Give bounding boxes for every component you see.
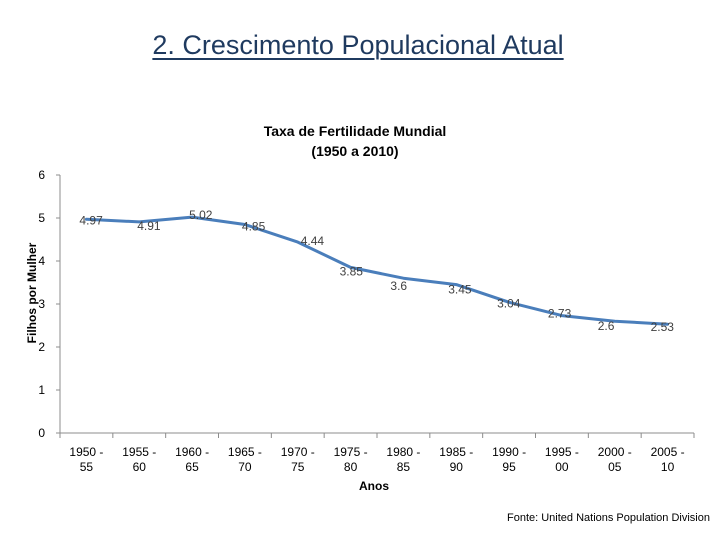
data-label: 3.85: [340, 264, 364, 278]
data-label: 3.6: [390, 279, 407, 293]
data-label: 4.97: [79, 213, 103, 227]
x-tick-label: 1985 -90: [439, 445, 473, 474]
x-tick-label: 1975 -80: [334, 445, 368, 474]
data-labels: 4.97 4.91 5.02 4.85 4.44 3.85 3.6 3.45 3.04 2.73 2…: [79, 208, 674, 334]
data-label: 3.45: [448, 283, 472, 297]
x-tick-label: 2005 -10: [651, 445, 685, 474]
chart-title: Taxa de Fertilidade Mundial (1950 a 2010…: [200, 121, 510, 161]
x-tick-label: 1965 -70: [228, 445, 262, 474]
x-axis-label: Anos: [359, 479, 389, 493]
data-label: 4.44: [301, 234, 325, 248]
y-tick-label: 3: [38, 297, 45, 311]
y-tick-label: 2: [38, 340, 45, 354]
source-note: Fonte: United Nations Population Divisio…: [506, 512, 710, 524]
x-tick-label: 1990 -95: [492, 445, 526, 474]
chart-title-line-2: (1950 a 2010): [311, 143, 399, 159]
y-tick-label: 1: [38, 383, 45, 397]
data-label: 5.02: [189, 208, 213, 222]
x-tick-label: 1970 -75: [281, 445, 315, 474]
data-label: 4.91: [137, 219, 161, 233]
x-tick-label: 1960 -65: [175, 445, 209, 474]
data-label: 2.53: [651, 320, 675, 334]
x-tick-label: 1955 -60: [122, 445, 156, 474]
chart-title-line-1: Taxa de Fertilidade Mundial: [263, 123, 447, 139]
x-tick-label: 1995 -00: [545, 445, 579, 474]
data-label: 3.04: [497, 296, 521, 310]
y-tick-label: 0: [38, 426, 45, 440]
data-label: 4.85: [242, 219, 266, 233]
data-label: 2.73: [548, 307, 572, 321]
x-axis-ticks: 1950 -55 1955 -60 1960 -65 1965 -70 1970 -75…: [59, 433, 695, 474]
x-tick-label: 2000 -05: [598, 445, 632, 474]
series-line: [84, 215, 670, 326]
x-tick-label: 1980 -85: [386, 445, 420, 474]
data-label: 2.6: [598, 319, 615, 333]
x-tick-label: 1950 -55: [69, 445, 103, 474]
slide-title: 2. Crescimento Populacional Atual: [152, 30, 564, 60]
y-axis-label: Filhos por Mulher: [25, 242, 39, 343]
y-tick-label: 4: [38, 254, 45, 268]
y-tick-label: 6: [38, 168, 45, 182]
y-tick-label: 5: [38, 211, 45, 225]
y-axis-ticks: 0 1 2 3 4 5 6: [38, 168, 60, 440]
